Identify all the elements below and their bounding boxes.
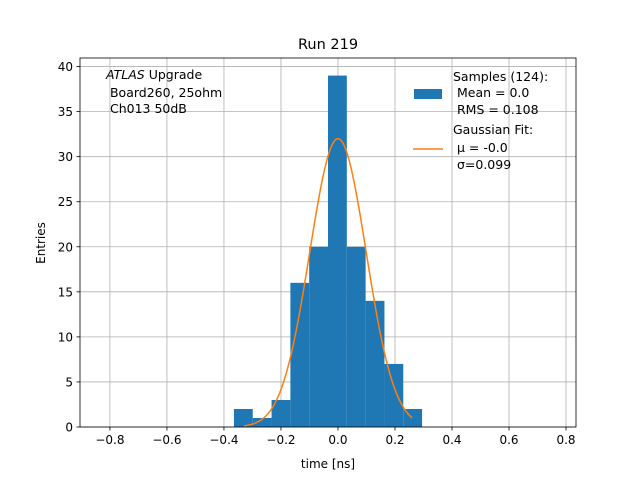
- gaussian-fit-line: [243, 137, 413, 427]
- legend-samples-title: Samples (124):: [453, 69, 548, 84]
- histogram-bar: [384, 363, 404, 427]
- legend-samples-mean: Mean = 0.0: [453, 85, 529, 100]
- axes-frame: [79, 57, 577, 428]
- y-tick-label: 35: [58, 105, 73, 119]
- annotation-line1: Upgrade: [145, 67, 203, 82]
- y-tick-label: 30: [58, 150, 73, 164]
- x-axis-label: time [ns]: [301, 457, 355, 471]
- atlas-annotation: ATLAS Upgrade Board260, 25ohm Ch013 50dB: [105, 67, 222, 116]
- x-tick-label: 0.0: [328, 433, 347, 447]
- x-tick-label: 0.2: [385, 433, 404, 447]
- x-tick-label: −0.6: [152, 433, 181, 447]
- legend-fit-mu: μ = -0.0: [453, 140, 508, 155]
- y-axis-label: Entries: [34, 222, 48, 264]
- x-tick-label: −0.2: [266, 433, 295, 447]
- y-tick-label: 25: [58, 195, 73, 209]
- x-tick-label: −0.4: [209, 433, 238, 447]
- y-tick-label: 0: [65, 421, 73, 435]
- histogram-bar: [365, 300, 385, 427]
- legend: Samples (124): Mean = 0.0 RMS = 0.108 Ga…: [413, 69, 548, 172]
- histogram-bar: [252, 417, 272, 427]
- histogram-bars: [233, 75, 423, 428]
- y-tick-label: 15: [58, 285, 73, 299]
- ticks: −0.8 −0.6 −0.4 −0.2 0.0 0.2 0.4 0.6 0.8 0 5 10 15 20 2…: [58, 60, 576, 447]
- legend-samples-rms: RMS = 0.108: [453, 102, 539, 117]
- histogram-bar: [290, 282, 310, 427]
- x-tick-label: 0.4: [442, 433, 461, 447]
- legend-fit-title: Gaussian Fit:: [453, 122, 533, 137]
- histogram-bar: [309, 246, 328, 427]
- legend-fit-sigma: σ=0.099: [453, 157, 511, 172]
- x-tick-label: −0.8: [95, 433, 124, 447]
- annotation-line2: Board260, 25ohm: [106, 85, 222, 100]
- x-tick-label: 0.8: [556, 433, 575, 447]
- annotation-line3: Ch013 50dB: [106, 101, 187, 116]
- y-tick-label: 20: [58, 240, 73, 254]
- y-tick-label: 10: [58, 330, 73, 344]
- histogram-bar: [271, 399, 291, 427]
- x-tick-label: 0.6: [499, 433, 518, 447]
- chart-title: Run 219: [298, 37, 358, 53]
- histogram-bar: [346, 246, 366, 427]
- svg-text:ATLAS Upgrade: ATLAS Upgrade: [105, 67, 202, 82]
- legend-samples-swatch: [414, 89, 442, 99]
- atlas-label: ATLAS: [105, 67, 145, 82]
- y-tick-label: 40: [58, 60, 73, 74]
- histogram-bar: [233, 408, 253, 427]
- y-tick-label: 5: [65, 375, 73, 389]
- histogram-bar: [328, 75, 347, 428]
